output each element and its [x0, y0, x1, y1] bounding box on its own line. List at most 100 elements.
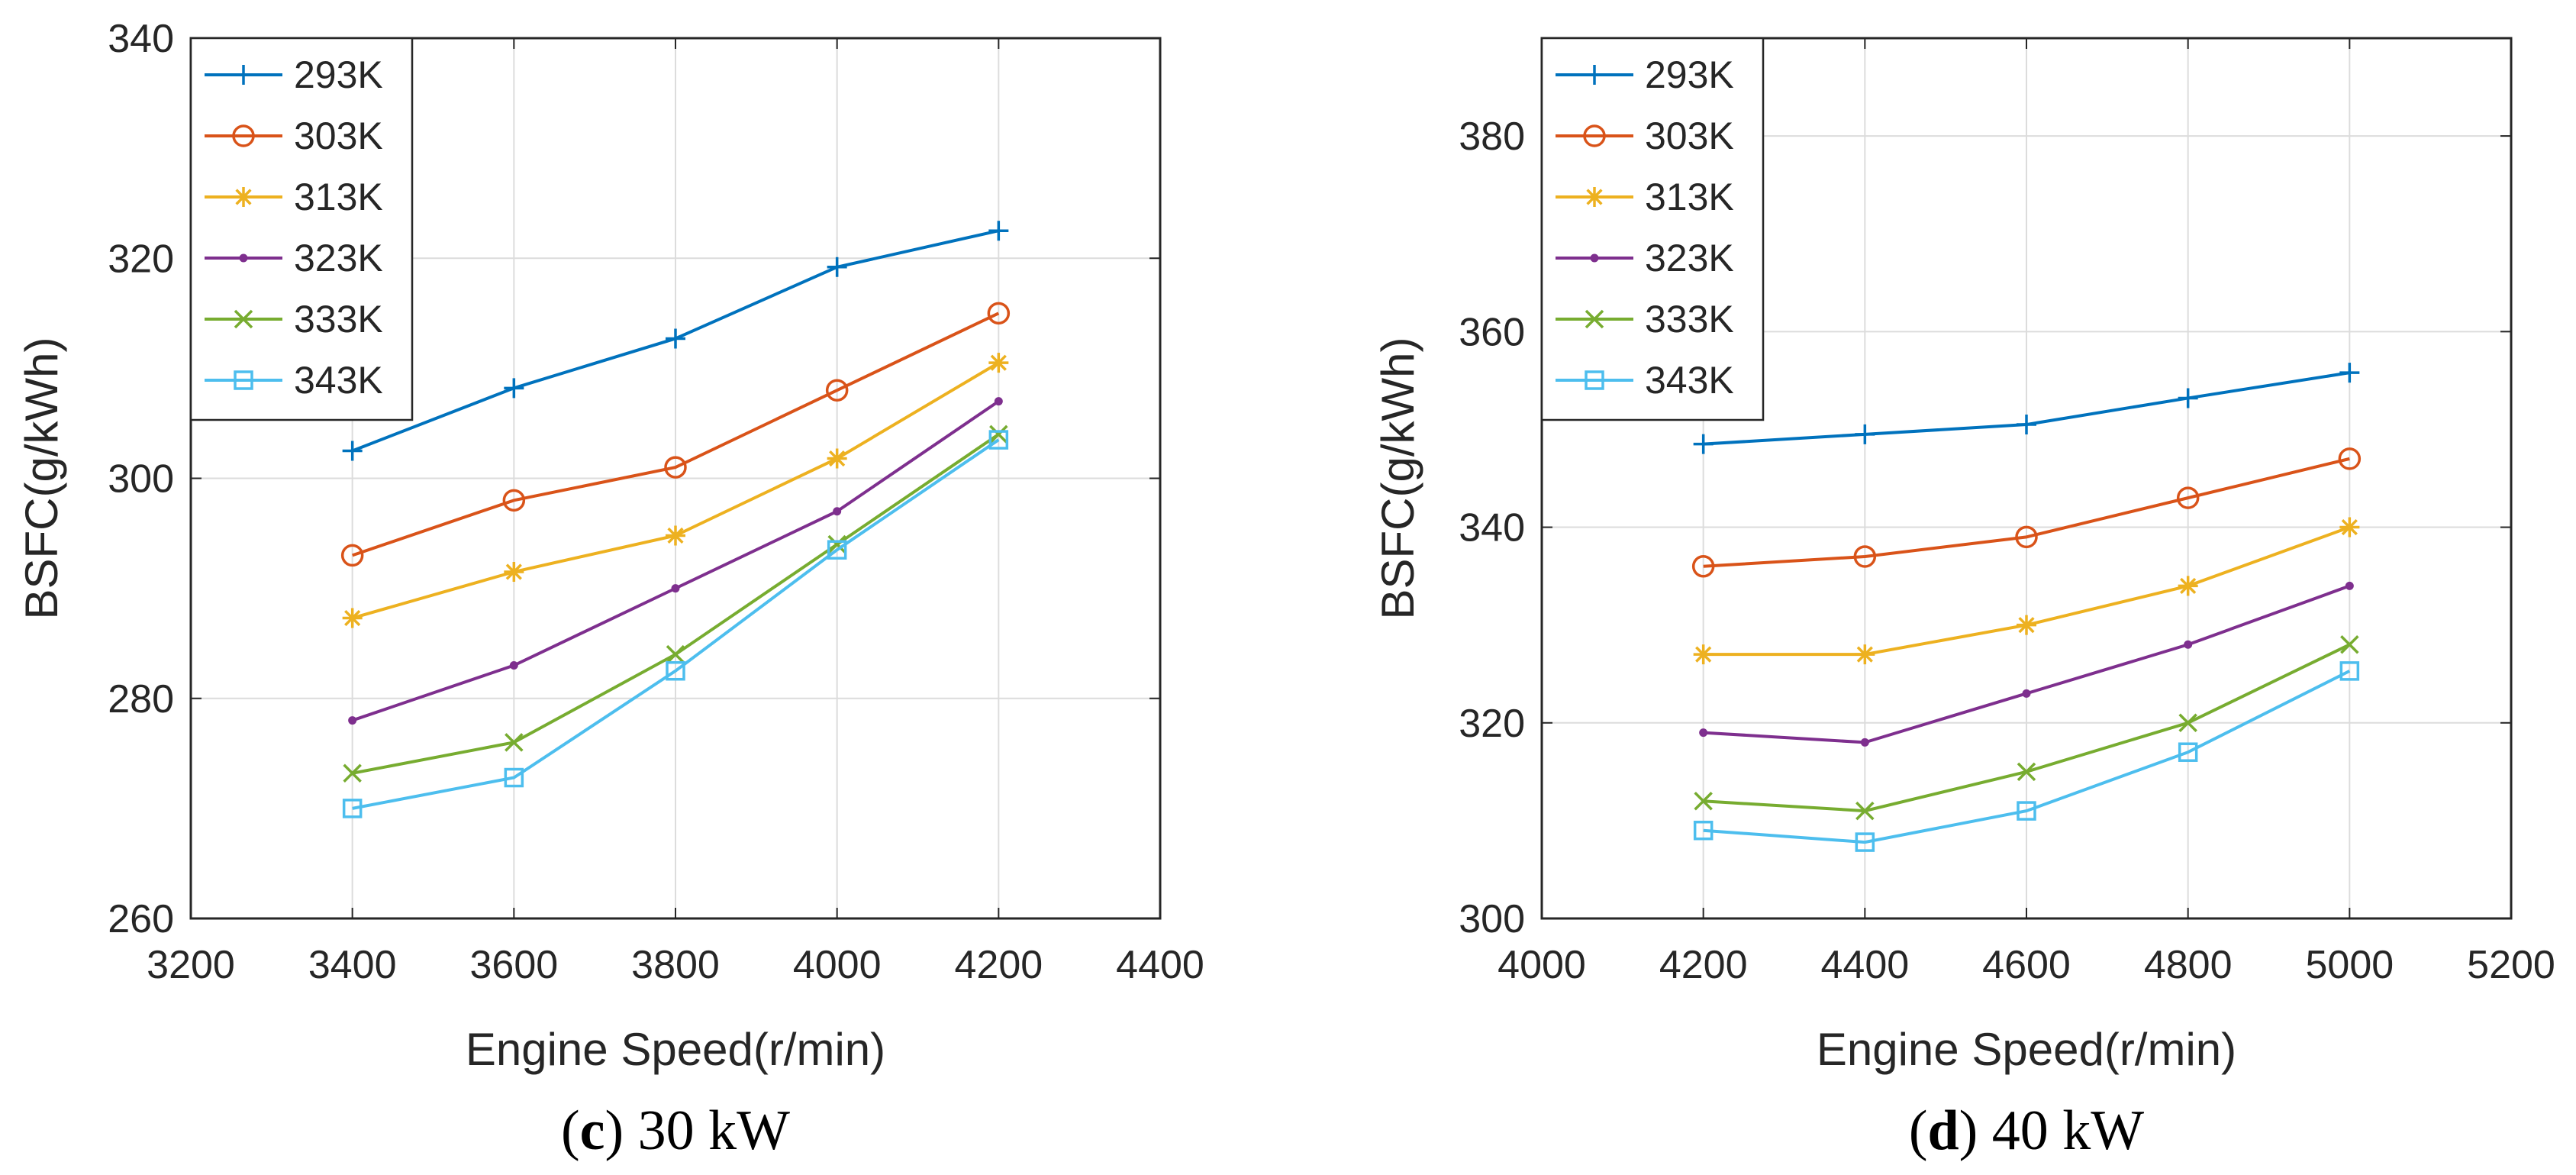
legend-label: 293K	[1645, 53, 1734, 96]
caption-paren-open: (	[561, 1099, 580, 1162]
legend-marker	[234, 370, 253, 390]
caption-text: ) 40 kW	[1959, 1099, 2145, 1162]
x-tick-label: 4000	[1498, 943, 1586, 987]
series-313K	[1693, 517, 2360, 665]
x-tick-label: 4200	[954, 943, 1043, 987]
legend-entry: 303K	[205, 115, 383, 157]
data-point	[1855, 424, 1875, 444]
data-point	[2339, 517, 2360, 537]
series-333K	[1694, 635, 2359, 821]
y-axis-label: BSFC(g/kWh)	[1372, 337, 1423, 619]
legend-label: 343K	[1645, 359, 1734, 402]
legend: 293K 303K 313K 323K 333K 343K	[189, 37, 414, 421]
data-point	[987, 302, 1011, 325]
data-point	[340, 544, 364, 567]
panel-caption: (d) 40 kW	[1909, 1099, 2144, 1162]
legend-marker	[1590, 253, 1599, 263]
legend-marker	[232, 124, 255, 147]
legend-entry: 303K	[1556, 115, 1734, 157]
legend-label: 313K	[294, 176, 383, 218]
x-tick-label: 4800	[2144, 943, 2233, 987]
series-303K	[340, 302, 1011, 567]
legend-marker	[1585, 370, 1604, 390]
legend-label: 343K	[294, 359, 383, 402]
series-323K	[348, 397, 1003, 725]
legend-box	[189, 37, 414, 421]
legend-box	[1540, 37, 1765, 421]
plot-frame	[189, 37, 1162, 920]
legend-marker	[1585, 309, 1604, 329]
data-point	[666, 525, 685, 546]
data-point	[994, 397, 1003, 406]
data-point	[342, 799, 363, 818]
data-point	[1699, 728, 1708, 738]
caption-text: ) 30 kW	[605, 1099, 791, 1162]
legend-marker	[234, 309, 253, 329]
data-point	[1860, 738, 1869, 747]
legend-entry: 293K	[205, 53, 383, 96]
data-point	[1693, 434, 1714, 454]
data-point	[342, 608, 363, 628]
data-point	[502, 489, 526, 512]
y-tick-label: 340	[1459, 506, 1525, 550]
legend-entry: 293K	[1556, 53, 1734, 96]
x-tick-label: 5000	[2305, 943, 2394, 987]
y-tick-label: 300	[108, 457, 174, 502]
x-tick-label: 4000	[793, 943, 882, 987]
data-point	[827, 534, 846, 554]
legend-entry: 333K	[205, 298, 383, 341]
legend-entry: 343K	[1556, 359, 1734, 402]
y-tick-label: 260	[108, 897, 174, 941]
legend-label: 333K	[294, 298, 383, 341]
chart-panel-d: 4000 4200 4400 4600 4800 5000 5200 300 320 340 360…	[1372, 37, 2555, 1162]
legend-marker	[1583, 124, 1606, 147]
x-tick-label: 4400	[1820, 943, 1909, 987]
data-point	[2338, 447, 2362, 470]
data-point	[2015, 525, 2038, 549]
data-point	[504, 767, 524, 788]
data-point	[671, 584, 680, 593]
data-point	[2345, 581, 2354, 590]
data-point	[988, 221, 1009, 241]
data-point	[1693, 644, 1714, 665]
data-point	[343, 763, 362, 783]
legend-marker	[1585, 65, 1604, 85]
chart-panel-c: 3200 3400 3600 3800 4000 4200 4400 260 280 300 320…	[16, 17, 1204, 1162]
y-tick-label: 320	[1459, 702, 1525, 746]
data-point	[2339, 661, 2360, 681]
series-line	[1703, 457, 2350, 568]
legend-entry: 323K	[1556, 237, 1734, 279]
data-point	[989, 424, 1008, 444]
data-point	[1855, 644, 1875, 665]
data-point	[666, 644, 685, 664]
series-313K	[342, 353, 1009, 628]
data-point	[509, 661, 518, 670]
legend-entry: 323K	[205, 237, 383, 279]
series-line	[1703, 670, 2351, 844]
x-tick-label: 4600	[1982, 943, 2071, 987]
panel-caption: (c) 30 kW	[561, 1099, 790, 1162]
data-point	[2017, 415, 2036, 435]
data-point	[2178, 742, 2198, 762]
data-point	[1855, 801, 1875, 821]
legend-marker	[234, 65, 253, 85]
data-point	[2178, 713, 2197, 733]
data-point	[827, 257, 847, 277]
series-303K	[1691, 447, 2362, 578]
data-point	[2176, 486, 2200, 509]
series-293K	[1693, 363, 2360, 454]
legend-label: 303K	[294, 115, 383, 157]
x-tick-label: 3600	[469, 943, 558, 987]
data-point	[2184, 640, 2193, 649]
x-axis-label: Engine Speed(r/min)	[466, 1024, 885, 1075]
legend-entry: 343K	[205, 359, 383, 402]
legend: 293K 303K 313K 323K 333K 343K	[1540, 37, 1765, 421]
data-point	[1853, 545, 1877, 568]
data-point	[504, 378, 524, 399]
legend-marker	[1585, 187, 1604, 207]
y-tick-label: 380	[1459, 115, 1525, 159]
legend-entry: 313K	[1556, 176, 1734, 218]
caption-paren-open: (	[1909, 1099, 1928, 1162]
series-343K	[342, 430, 1009, 818]
